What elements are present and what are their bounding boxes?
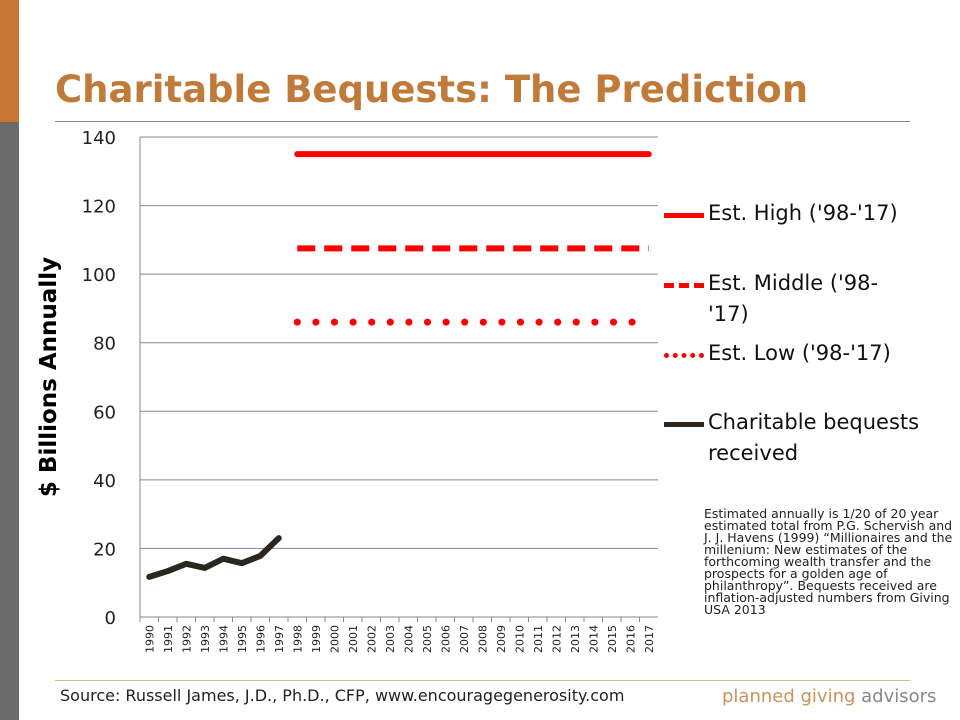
legend-swatch: [664, 353, 704, 358]
x-tick-label: 1997: [273, 625, 286, 653]
footnote: Estimated annually is 1/20 of 20 year es…: [704, 506, 953, 617]
x-tick-label: 1992: [180, 625, 193, 653]
logo: planned giving advisors: [722, 686, 936, 707]
x-tick-label: 2005: [421, 625, 434, 653]
sidebar-accent: [0, 0, 19, 122]
source-text: Source: Russell James, J.D., Ph.D., CFP,…: [60, 686, 625, 705]
y-tick-label: 40: [93, 471, 116, 492]
x-tick-label: 1993: [199, 625, 212, 653]
x-tick-label: 2000: [328, 625, 341, 653]
sidebar-bar: [0, 122, 19, 720]
legend-label: Est. Low ('98-'17): [708, 341, 891, 365]
logo-part2: advisors: [861, 686, 937, 707]
y-tick-label: 100: [82, 265, 116, 286]
y-tick-label: 20: [93, 539, 116, 560]
series-line-3: [146, 535, 282, 580]
x-tick-label: 2001: [347, 625, 360, 653]
legend-label: Est. Middle ('98-'17): [708, 271, 879, 326]
legend-label: Charitable bequests received: [708, 410, 920, 465]
y-tick-label: 0: [105, 608, 116, 629]
x-tick-label: 2010: [513, 625, 526, 653]
x-tick-label: 2009: [495, 625, 508, 653]
x-tick-label: 1999: [310, 625, 323, 653]
footer-divider: [55, 680, 910, 681]
legend-swatch: [664, 213, 704, 218]
x-tick-label: 2003: [384, 625, 397, 653]
x-tick-label: 2017: [643, 625, 656, 653]
title-divider: [55, 121, 910, 122]
x-tick-label: 2011: [532, 625, 545, 653]
legend-label: Est. High ('98-'17): [708, 201, 898, 225]
y-tick-label: 140: [82, 128, 116, 149]
slide-title: Charitable Bequests: The Prediction: [55, 68, 809, 111]
x-tick-label: 1990: [143, 625, 156, 653]
logo-part1: planned giving: [722, 686, 856, 707]
x-tick-label: 2008: [476, 625, 489, 653]
x-tick-label: 1996: [254, 625, 267, 653]
x-tick-label: 1994: [217, 625, 230, 653]
x-tick-label: 1991: [162, 625, 175, 653]
x-tick-label: 2012: [550, 625, 563, 653]
y-tick-label: 80: [93, 334, 116, 355]
x-tick-label: 1995: [236, 625, 249, 653]
y-tick-label: 60: [93, 402, 116, 423]
x-tick-label: 1998: [291, 625, 304, 653]
x-tick-label: 2007: [458, 625, 471, 653]
x-tick-label: 2016: [624, 625, 637, 653]
legend-swatch: [664, 283, 704, 288]
x-tick-label: 2002: [365, 625, 378, 653]
x-tick-label: 2006: [439, 625, 452, 653]
x-tick-label: 2004: [402, 625, 415, 653]
x-tick-label: 2014: [587, 625, 600, 653]
y-tick-label: 120: [82, 197, 116, 218]
legend-swatch: [664, 422, 704, 427]
x-tick-label: 2015: [606, 625, 619, 653]
x-tick-label: 2013: [569, 625, 582, 653]
